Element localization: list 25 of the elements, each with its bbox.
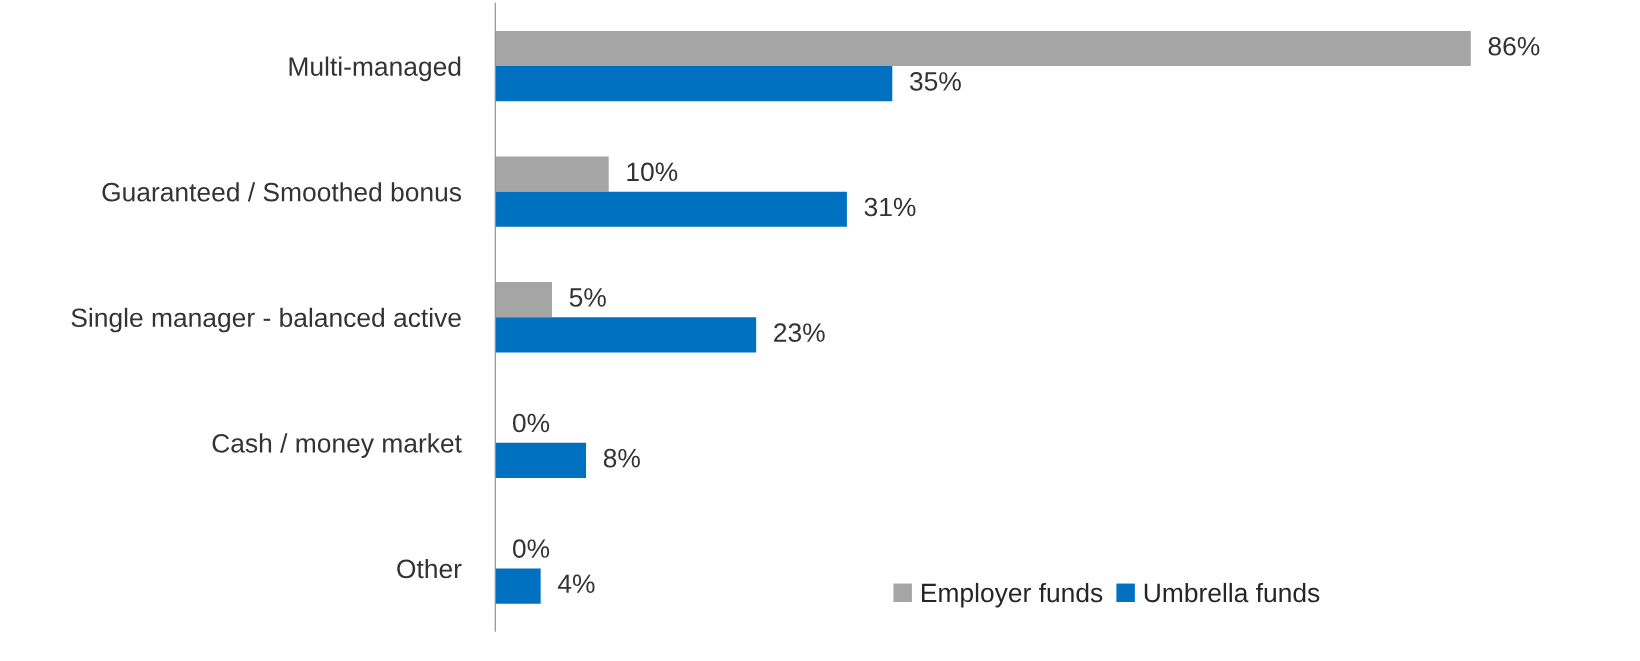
data-label: 8% xyxy=(603,448,640,468)
bar xyxy=(495,442,587,479)
bar xyxy=(495,156,609,192)
data-label: 10% xyxy=(627,162,678,182)
data-label: 0% xyxy=(512,413,550,433)
bar xyxy=(495,317,757,353)
data-label: 0% xyxy=(512,539,550,558)
data-label: 23% xyxy=(774,323,825,342)
bar xyxy=(495,568,541,604)
data-label: 31% xyxy=(864,197,916,217)
data-label: 86% xyxy=(1488,36,1540,56)
bar xyxy=(495,282,552,318)
data-label: 5% xyxy=(569,288,606,307)
y-tick-label: Multi-managed xyxy=(289,56,461,82)
y-tick-label: Single manager - balanced active xyxy=(71,307,461,333)
y-tick-label: Guaranteed / Smoothed bonus xyxy=(102,182,462,202)
bar xyxy=(495,191,847,227)
legend-label: Employer funds xyxy=(922,582,1103,608)
bar xyxy=(495,66,893,102)
bar xyxy=(495,30,1471,67)
y-tick-label: Other xyxy=(397,558,462,579)
legend-label: Umbrella funds xyxy=(1144,582,1320,603)
y-tick-label: Cash / money market xyxy=(212,433,462,458)
data-label: 4% xyxy=(557,574,595,594)
data-label: 35% xyxy=(909,72,961,91)
